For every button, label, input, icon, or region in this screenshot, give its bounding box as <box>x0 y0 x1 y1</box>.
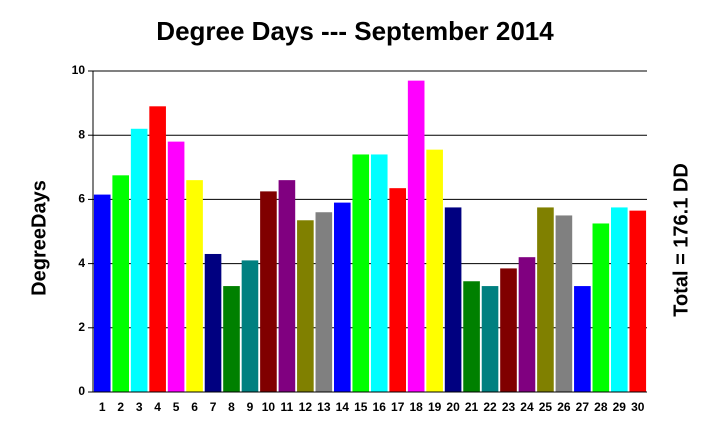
x-tick-label: 24 <box>520 400 534 414</box>
bar <box>444 207 462 392</box>
bar <box>407 80 425 392</box>
x-tick-label: 25 <box>539 400 553 414</box>
x-tick-label: 6 <box>191 400 198 414</box>
y-tick-label: 10 <box>72 63 86 77</box>
y-axis-label: DegreeDays <box>28 180 50 296</box>
bar <box>555 215 573 392</box>
bar <box>500 268 517 392</box>
bar <box>389 188 407 392</box>
bar <box>352 154 370 392</box>
x-tick-label: 12 <box>299 400 313 414</box>
bar <box>149 106 166 392</box>
bar <box>463 281 480 392</box>
bar <box>204 253 222 392</box>
bar <box>112 175 130 392</box>
x-tick-label: 15 <box>354 400 368 414</box>
x-tick-label: 22 <box>483 400 497 414</box>
x-tick-label: 7 <box>210 400 217 414</box>
x-tick-label: 14 <box>336 400 350 414</box>
y-tick-label: 8 <box>78 127 85 141</box>
x-tick-label: 3 <box>136 400 143 414</box>
bar <box>93 194 111 392</box>
bar <box>260 191 277 392</box>
bar <box>297 220 314 392</box>
bar <box>592 223 610 392</box>
x-tick-label: 9 <box>247 400 254 414</box>
bar <box>223 286 240 392</box>
bar <box>537 207 554 392</box>
x-tick-label: 18 <box>409 400 423 414</box>
x-tick-label: 13 <box>317 400 331 414</box>
bar <box>241 260 259 392</box>
bar <box>333 202 351 392</box>
bar <box>130 128 148 392</box>
y-tick-label: 0 <box>78 384 85 398</box>
bar <box>426 149 443 392</box>
x-tick-label: 23 <box>502 400 516 414</box>
x-tick-label: 1 <box>99 400 106 414</box>
y-tick-label: 4 <box>78 256 85 270</box>
bar <box>574 286 591 392</box>
bar <box>610 207 628 392</box>
total-annotation: Total = 176.1 DD <box>670 163 692 317</box>
x-tick-label: 29 <box>613 400 627 414</box>
x-tick-label: 30 <box>631 400 645 414</box>
bar <box>315 212 333 392</box>
x-tick-label: 8 <box>228 400 235 414</box>
x-tick-label: 17 <box>391 400 405 414</box>
x-tick-label: 4 <box>154 400 161 414</box>
x-tick-label: 20 <box>446 400 460 414</box>
bar <box>629 210 647 392</box>
bar <box>370 154 388 392</box>
bar <box>186 180 203 392</box>
x-tick-label: 16 <box>373 400 387 414</box>
x-tick-label: 2 <box>117 400 124 414</box>
x-tick-label: 11 <box>281 400 294 414</box>
x-tick-label: 28 <box>594 400 608 414</box>
bar <box>278 180 296 392</box>
x-tick-label: 26 <box>557 400 571 414</box>
bar <box>481 286 499 392</box>
x-tick-label: 19 <box>428 400 442 414</box>
y-tick-label: 6 <box>78 192 85 206</box>
x-tick-label: 21 <box>465 400 479 414</box>
x-tick-label: 10 <box>262 400 276 414</box>
chart-title: Degree Days --- September 2014 <box>156 16 554 46</box>
bar <box>167 141 185 392</box>
bar <box>518 257 536 392</box>
x-tick-label: 27 <box>576 400 590 414</box>
y-tick-label: 2 <box>78 320 85 334</box>
x-tick-label: 5 <box>173 400 180 414</box>
